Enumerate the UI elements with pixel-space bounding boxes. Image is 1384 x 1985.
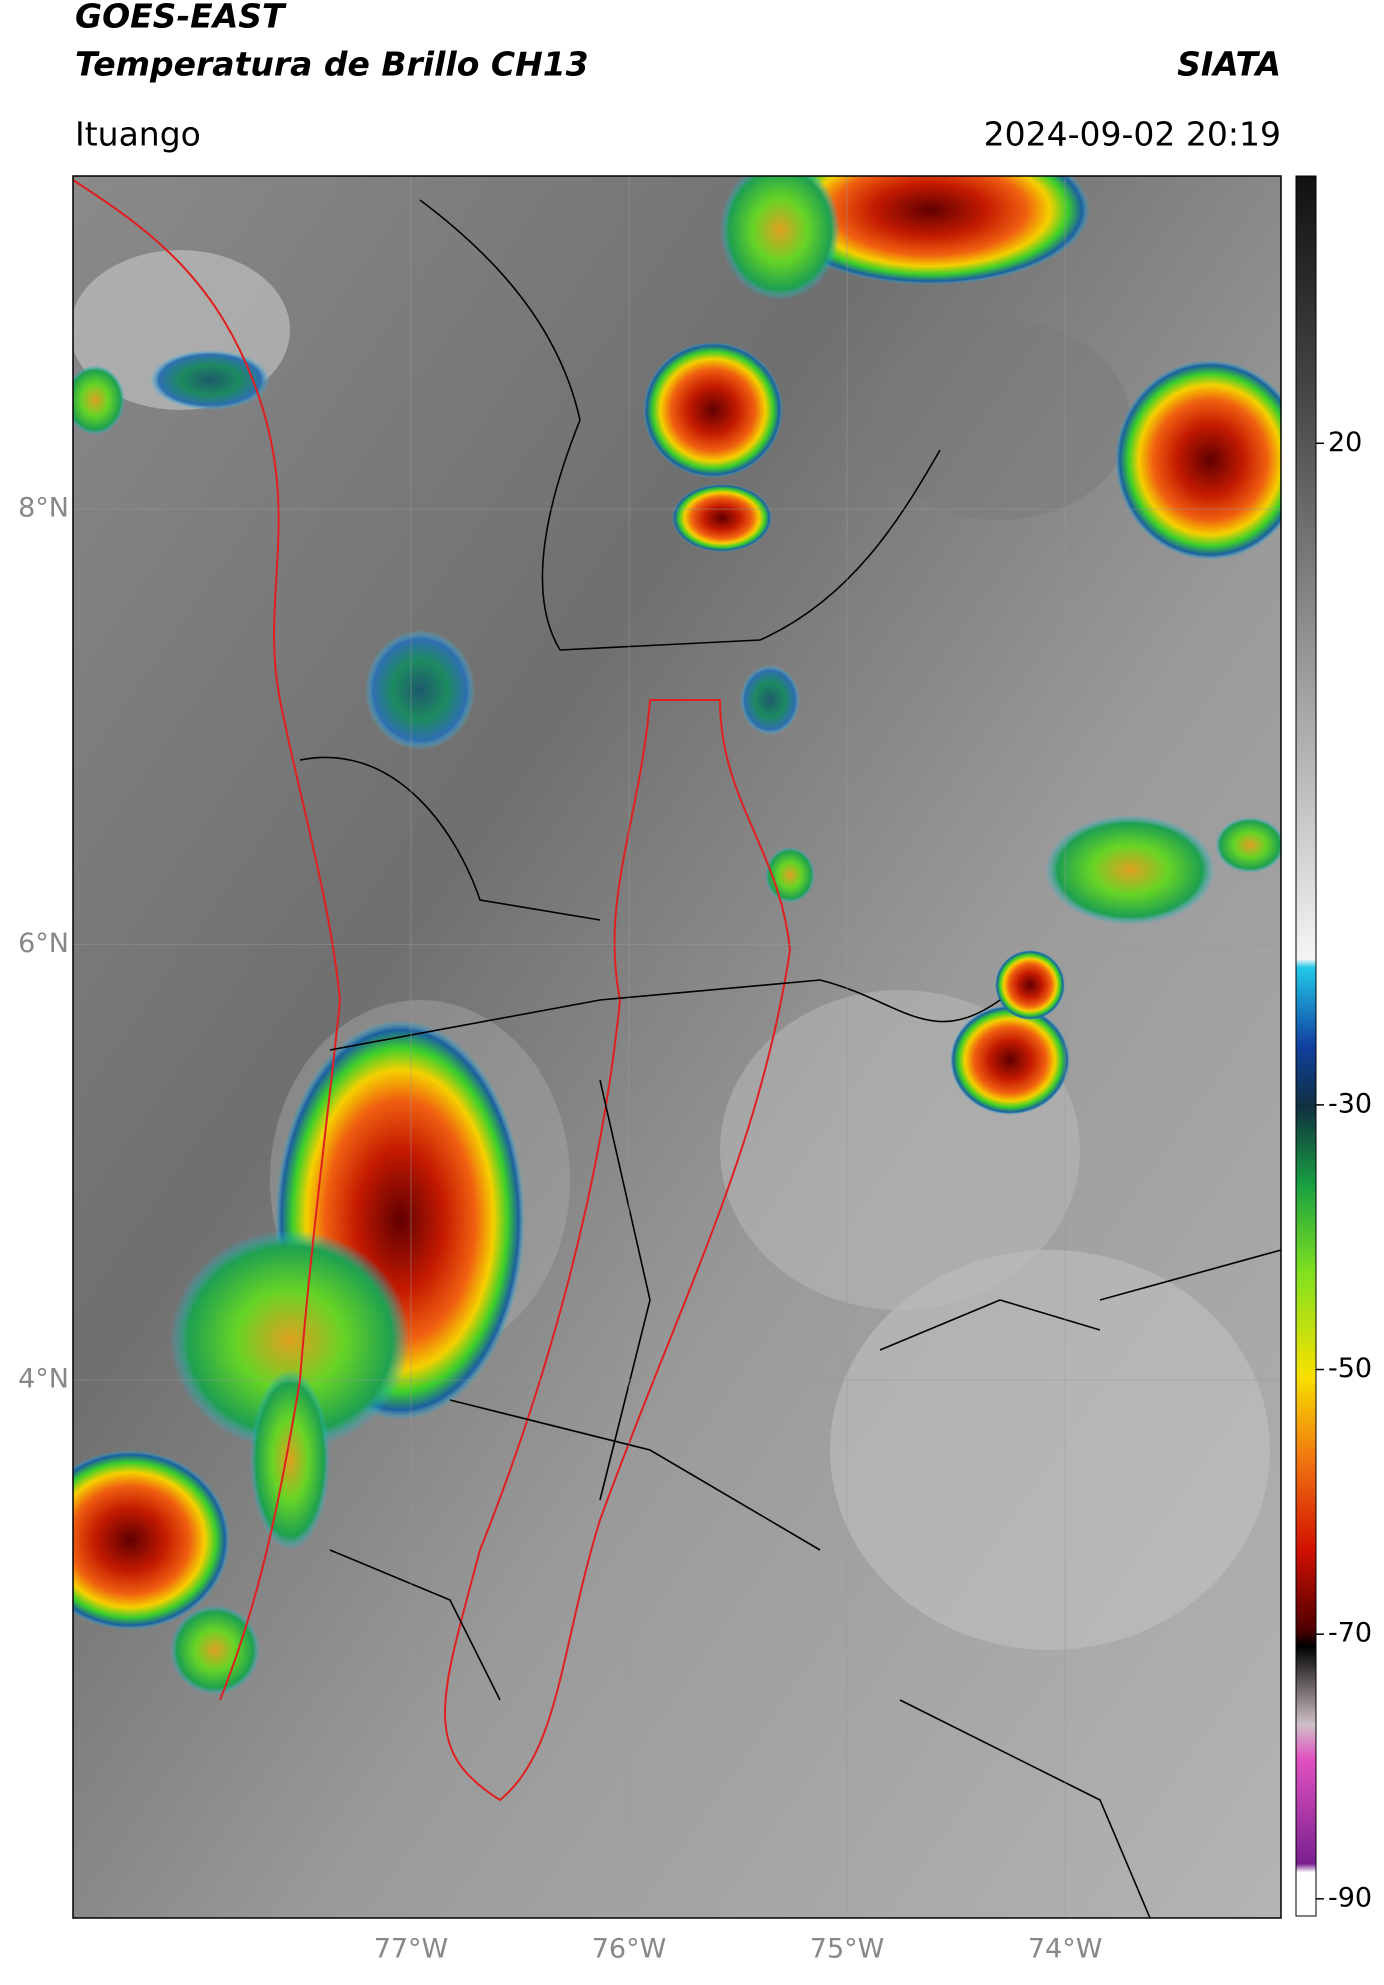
colorbar-tick-label: -70	[1328, 1618, 1372, 1649]
graticule	[73, 176, 1281, 1918]
location: Ituango	[75, 115, 201, 154]
x-tick-label: 76°W	[592, 1934, 667, 1965]
x-tick-label: 74°W	[1028, 1934, 1103, 1965]
x-tick-label: 77°W	[374, 1934, 449, 1965]
y-tick-label: 4°N	[18, 1364, 69, 1395]
colorbar-tick-label: -90	[1328, 1882, 1372, 1913]
colorbar-tick-label: -30	[1328, 1088, 1372, 1119]
title: GOES-EAST	[75, 0, 287, 36]
y-tick-label: 8°N	[18, 493, 69, 524]
axes: 77°W 76°W 75°W 74°W 8°N 6°N 4°N 20 -30 -50 -70 -90	[18, 427, 1372, 1965]
agency: SIATA	[1177, 45, 1281, 84]
datetime: 2024-09-02 20:19	[984, 115, 1281, 154]
subtitle: Temperatura de Brillo CH13	[75, 45, 589, 84]
colorbar-tick-label: -50	[1328, 1353, 1372, 1384]
satellite-image	[73, 176, 1281, 1918]
colorbar-tick-label: 20	[1328, 427, 1362, 458]
x-tick-label: 75°W	[810, 1934, 885, 1965]
map-frame	[72, 175, 1282, 1919]
colorbar	[1295, 175, 1317, 1917]
y-tick-label: 6°N	[18, 928, 69, 959]
